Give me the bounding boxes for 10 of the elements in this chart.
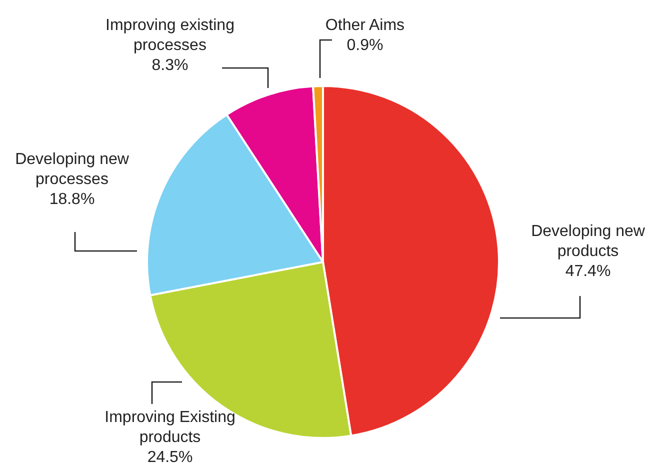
data-label: 47.4% [564,262,612,282]
data-label: 24.5% [146,448,194,468]
slice-label: Improving existing processes [104,16,236,56]
data-label: 18.8% [48,190,96,210]
data-label: 0.9% [346,36,384,56]
slice-label: Developing new products [530,222,646,262]
slice-label: Developing new processes [14,150,130,190]
data-label: 8.3% [150,56,190,76]
slice-label: Other Aims [324,16,406,36]
slice-label: Improving Existing products [104,408,236,448]
